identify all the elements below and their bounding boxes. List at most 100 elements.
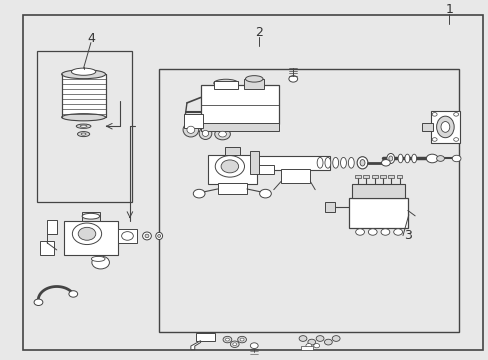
Ellipse shape [199,127,211,139]
Bar [213,81,238,89]
Bar [195,333,215,341]
Ellipse shape [386,153,394,163]
Text: 2: 2 [255,27,263,40]
Ellipse shape [202,130,208,136]
Circle shape [193,189,204,198]
Bar [224,147,239,155]
Circle shape [431,138,436,141]
Ellipse shape [156,232,162,239]
Ellipse shape [158,234,160,237]
Circle shape [426,154,437,163]
Circle shape [215,156,244,177]
Circle shape [237,336,246,343]
Circle shape [223,336,231,343]
Bar [396,175,402,178]
Bar [430,111,459,143]
Ellipse shape [186,126,194,134]
Ellipse shape [76,124,91,129]
Ellipse shape [142,232,151,240]
Bar [159,69,458,332]
Circle shape [316,336,324,341]
Ellipse shape [397,154,402,163]
Ellipse shape [440,122,449,132]
Bar [118,229,137,243]
Ellipse shape [77,132,89,136]
Ellipse shape [82,213,100,219]
Circle shape [78,227,96,240]
Ellipse shape [61,114,105,121]
Ellipse shape [245,76,263,82]
Bar [363,175,368,178]
Circle shape [355,229,364,235]
Bar [325,202,334,212]
Bar [37,51,132,202]
Bar [379,175,385,178]
Bar [82,212,100,221]
Circle shape [305,343,311,348]
Circle shape [431,113,436,116]
Circle shape [214,129,230,140]
Text: 4: 4 [87,32,95,45]
Bar [200,85,278,125]
Bar [351,184,405,198]
Bar [64,221,118,255]
Bar [200,123,278,131]
Bar [244,78,264,89]
Ellipse shape [340,157,346,168]
Circle shape [313,343,319,348]
Bar [256,156,329,170]
Bar [40,241,54,255]
Ellipse shape [213,79,238,87]
Bar [354,175,360,178]
Circle shape [393,229,402,235]
Ellipse shape [388,156,392,161]
Circle shape [436,156,444,161]
Circle shape [72,223,102,244]
Circle shape [288,76,297,82]
Circle shape [380,229,389,235]
Ellipse shape [356,157,367,169]
Ellipse shape [404,154,409,163]
Circle shape [240,338,244,341]
Ellipse shape [61,70,105,79]
Bar [207,155,256,184]
Text: 1: 1 [445,3,452,16]
Circle shape [453,113,458,116]
Circle shape [250,343,258,348]
Bar [387,175,393,178]
Circle shape [218,131,226,137]
Ellipse shape [332,157,338,168]
Ellipse shape [317,157,323,168]
Polygon shape [190,341,200,350]
Bar [256,165,273,174]
Circle shape [34,299,43,306]
Bar [281,169,310,183]
Bar [217,183,246,194]
Bar [422,123,432,131]
Circle shape [225,338,229,341]
Bar [348,198,407,228]
Ellipse shape [183,123,198,137]
Ellipse shape [80,125,87,127]
Circle shape [122,231,133,240]
Bar [183,114,203,128]
Circle shape [331,336,339,341]
Bar [250,151,259,174]
Circle shape [299,336,306,341]
Ellipse shape [347,157,353,168]
Circle shape [221,160,238,173]
Circle shape [230,341,239,347]
Ellipse shape [436,116,453,138]
Circle shape [381,159,389,166]
Ellipse shape [411,154,416,163]
Circle shape [307,339,315,345]
Bar [47,220,57,234]
Ellipse shape [325,157,330,168]
Ellipse shape [145,234,149,238]
Circle shape [69,291,78,297]
Circle shape [259,189,271,198]
Bar [61,74,105,117]
Circle shape [451,155,460,162]
Ellipse shape [359,159,364,166]
Ellipse shape [81,133,86,135]
